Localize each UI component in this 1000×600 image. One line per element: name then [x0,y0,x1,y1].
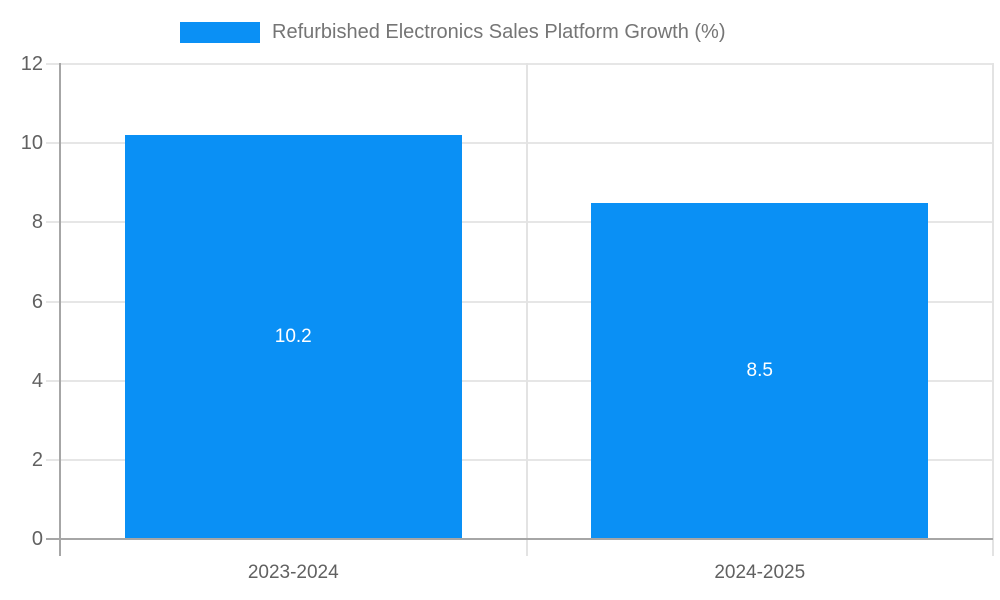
y-axis-line [59,63,61,556]
y-tick-label: 2 [31,448,43,471]
bar [124,135,462,539]
y-tick-label: 8 [31,211,43,234]
gridline [46,221,993,224]
legend-label: Refurbished Electronics Sales Platform G… [272,20,726,43]
y-tick-label: 12 [20,53,43,75]
plot-right-border [992,63,994,556]
gridline [46,300,993,303]
category-divider [525,63,528,556]
x-axis-baseline [46,538,993,540]
gridline [46,458,993,461]
y-tick-label: 4 [31,369,43,392]
legend: Refurbished Electronics Sales Platform G… [180,18,726,46]
gridline [46,142,993,145]
bar-value-label: 10.2 [274,326,312,348]
bar [591,202,929,539]
legend-swatch [180,21,260,43]
y-tick-label: 10 [20,132,43,155]
x-tick-label: 2023-2024 [247,562,339,583]
bar-value-label: 8.5 [746,359,773,381]
y-tick-label: 6 [31,290,43,313]
gridline [46,379,993,382]
x-tick-label: 2024-2025 [714,562,806,583]
y-tick-label: 0 [31,528,43,550]
gridline [46,63,993,65]
